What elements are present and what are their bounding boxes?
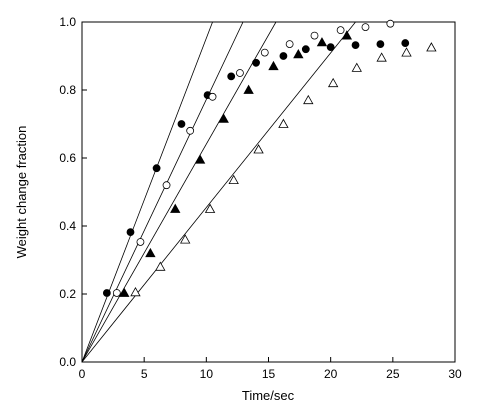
data-point bbox=[126, 228, 135, 237]
data-point bbox=[303, 94, 314, 105]
data-point bbox=[386, 19, 395, 28]
data-point bbox=[162, 181, 171, 190]
data-point bbox=[177, 120, 186, 128]
y-axis-label: Weight change fraction bbox=[14, 126, 29, 259]
data-point bbox=[228, 174, 239, 185]
y-tick-label: 1.0 bbox=[59, 15, 76, 29]
data-point bbox=[112, 289, 121, 297]
data-point bbox=[186, 126, 195, 135]
plot-frame bbox=[81, 21, 456, 363]
data-point bbox=[130, 286, 141, 297]
data-point bbox=[218, 113, 229, 123]
data-point bbox=[316, 37, 328, 47]
x-tick-label: 0 bbox=[79, 367, 86, 381]
data-point bbox=[236, 69, 244, 77]
x-tick-label: 30 bbox=[448, 367, 462, 381]
data-point bbox=[260, 48, 269, 57]
data-point bbox=[243, 84, 254, 94]
y-tick-label: 0.2 bbox=[59, 287, 76, 301]
data-point bbox=[136, 238, 145, 246]
data-point bbox=[301, 45, 310, 54]
fit-line bbox=[82, 22, 277, 362]
y-tick-label: 0.6 bbox=[59, 151, 76, 165]
data-point bbox=[401, 47, 412, 57]
data-point bbox=[194, 154, 206, 164]
x-tick-label: 15 bbox=[262, 367, 276, 381]
data-point bbox=[119, 287, 130, 297]
data-point bbox=[351, 41, 360, 50]
data-point bbox=[204, 203, 216, 213]
data-point bbox=[155, 261, 166, 271]
y-tick-label: 0.8 bbox=[59, 83, 76, 97]
data-point bbox=[361, 23, 370, 32]
data-point bbox=[426, 42, 437, 52]
data-point bbox=[326, 43, 335, 52]
data-point bbox=[336, 26, 345, 35]
data-point bbox=[351, 62, 362, 72]
data-point bbox=[278, 118, 289, 128]
data-point bbox=[268, 60, 279, 71]
data-point bbox=[285, 40, 294, 48]
data-point bbox=[293, 48, 304, 59]
x-tick-label: 10 bbox=[200, 367, 214, 381]
data-point bbox=[310, 31, 319, 40]
data-point bbox=[170, 203, 181, 213]
data-point bbox=[102, 289, 111, 297]
x-axis-label: Time/sec bbox=[242, 388, 295, 403]
x-tick-label: 25 bbox=[386, 367, 400, 381]
fit-line bbox=[82, 22, 356, 362]
y-tick-label: 0.0 bbox=[59, 355, 76, 369]
data-point bbox=[252, 58, 260, 67]
data-point bbox=[227, 72, 236, 81]
data-point bbox=[279, 52, 288, 60]
data-point bbox=[145, 247, 156, 258]
data-point bbox=[152, 164, 161, 173]
x-tick-label: 20 bbox=[324, 367, 338, 381]
y-tick-label: 0.4 bbox=[59, 219, 76, 233]
data-point bbox=[208, 92, 217, 101]
fit-line bbox=[82, 22, 213, 362]
data-point bbox=[253, 144, 264, 154]
data-point bbox=[327, 77, 339, 88]
data-point bbox=[180, 234, 191, 244]
data-point bbox=[401, 39, 410, 47]
data-point bbox=[341, 30, 353, 40]
data-point bbox=[376, 40, 385, 48]
fit-line bbox=[82, 22, 244, 362]
x-tick-label: 5 bbox=[141, 367, 148, 381]
data-point bbox=[376, 52, 387, 62]
